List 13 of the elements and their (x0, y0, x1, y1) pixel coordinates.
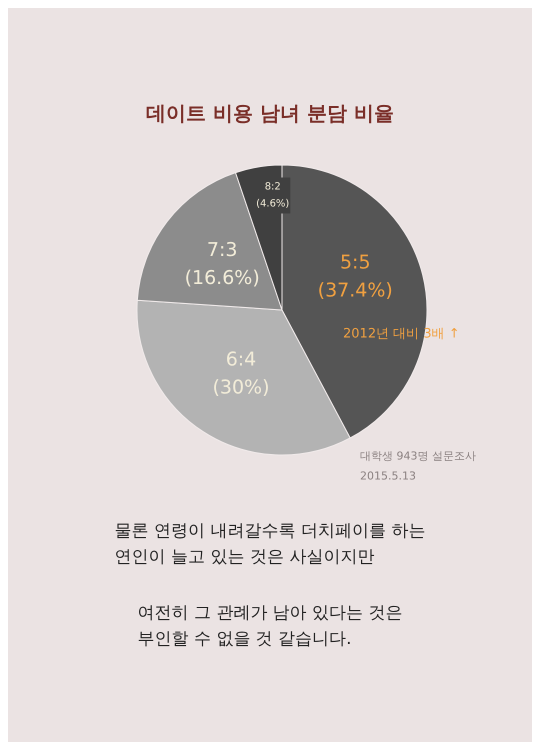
data-label: (30%) (212, 376, 270, 398)
slice-label: 8:2 (264, 182, 281, 192)
text: 대학생 943명 설문조사 2015.5.13 (360, 450, 476, 482)
text: 물론 연령이 내려갈수록 더치페이를 하는 연인이 늘고 있는 것은 사실이지만 (114, 521, 426, 567)
data-label: (16.6%) (184, 266, 260, 289)
data-label: (37.4%) (318, 280, 393, 302)
slice-label: 7:3 (206, 238, 238, 261)
text: 여전히 그 관례가 남아 있다는 것은 부인할 수 없을 것 같습니다. (137, 603, 403, 649)
slice-label: 6:4 (226, 348, 256, 370)
chart-title: 데이트 비용 남녀 분담 비율 (146, 101, 394, 125)
text: 2012년 대비 3배 ↑ (343, 326, 460, 342)
slice-label: 5:5 (340, 252, 371, 274)
data-label: (4.6%) (256, 198, 290, 210)
